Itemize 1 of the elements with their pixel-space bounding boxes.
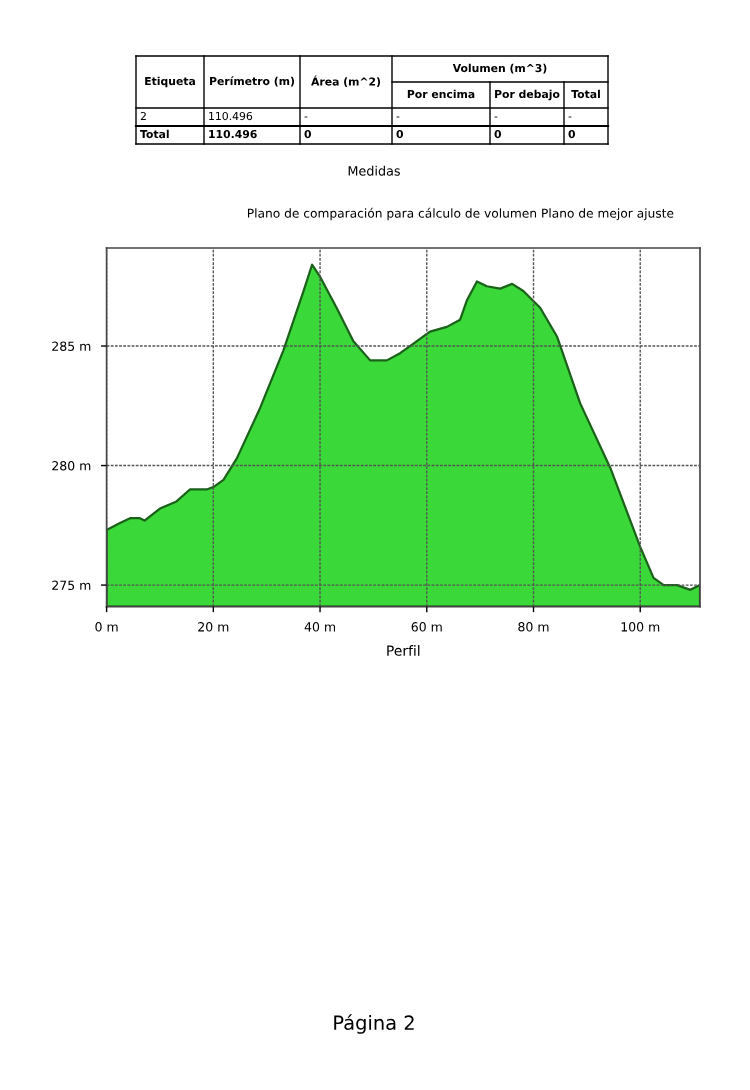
text: Página 2: [334, 1014, 414, 1034]
